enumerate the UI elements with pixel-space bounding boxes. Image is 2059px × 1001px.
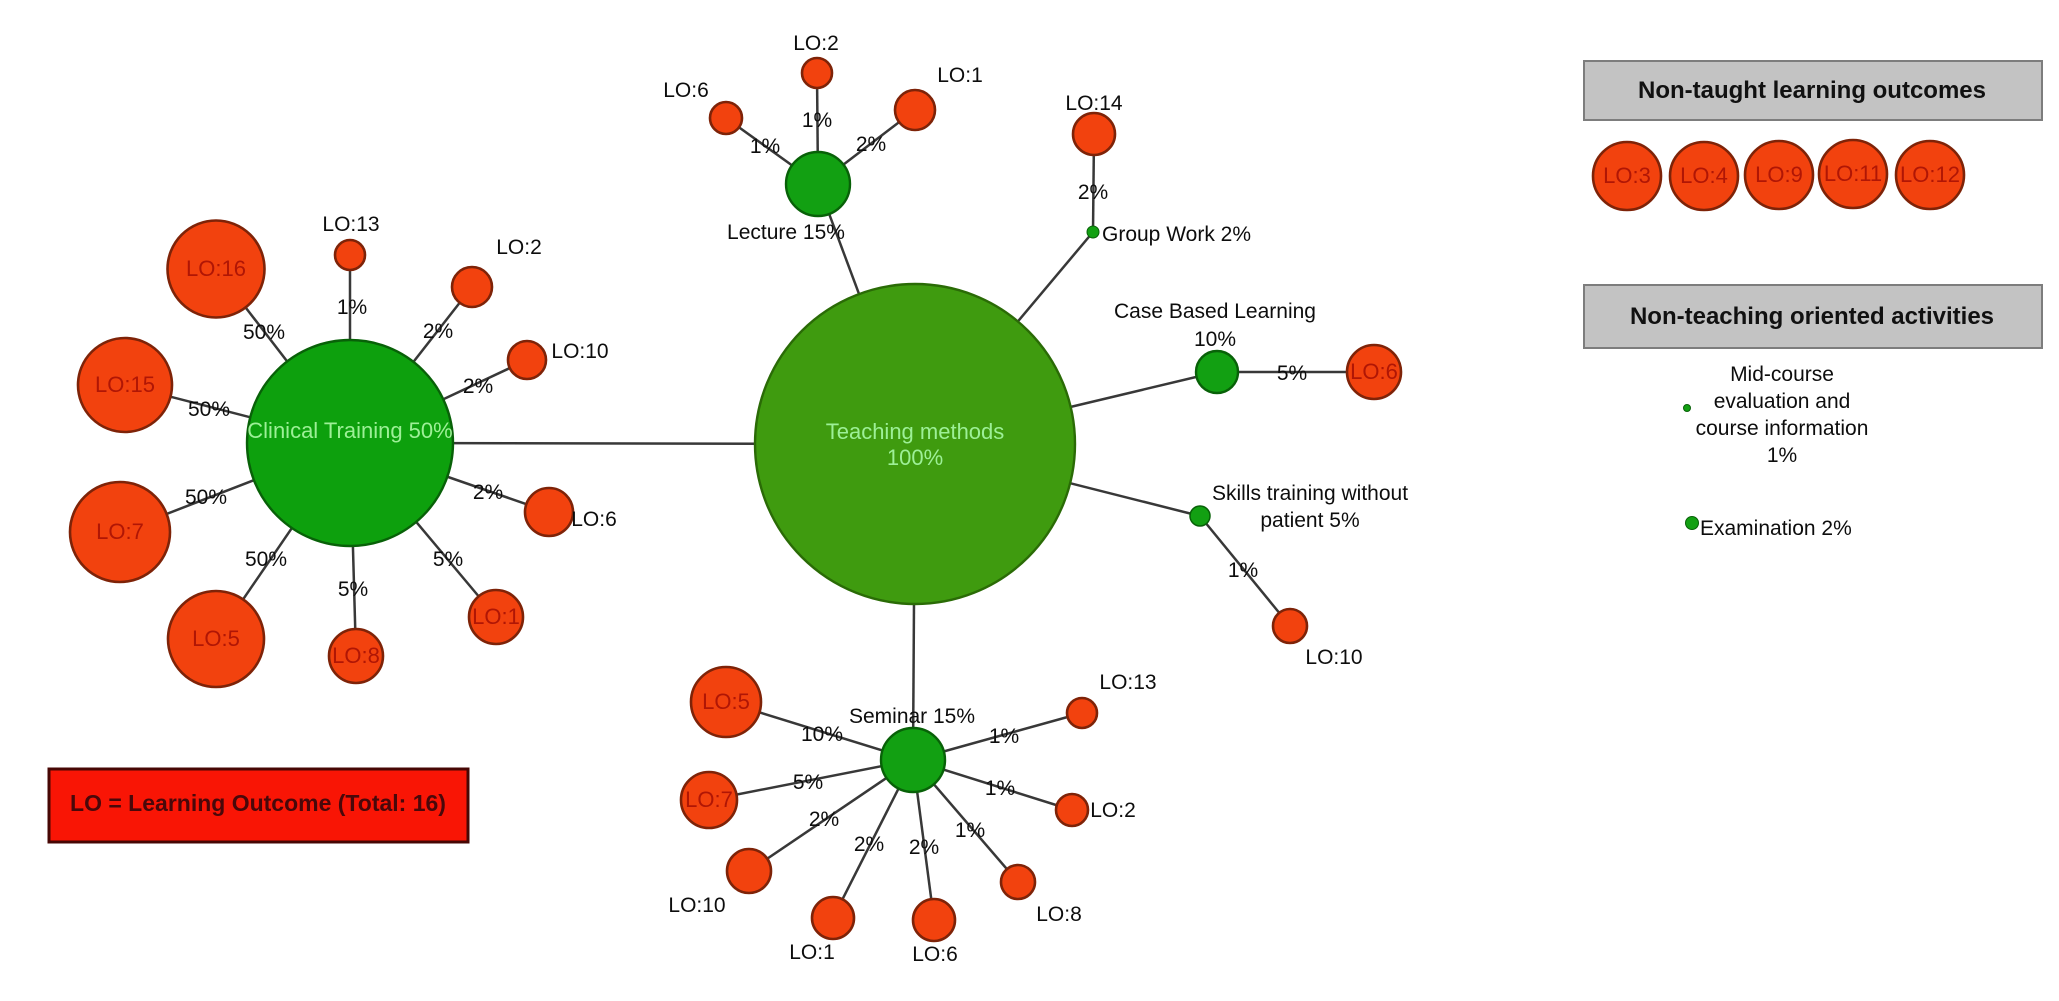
svg-text:Non-teaching oriented activiti: Non-teaching oriented activities — [1630, 303, 1994, 330]
svg-text:LO:7: LO:7 — [96, 519, 144, 544]
svg-text:Seminar 15%: Seminar 15% — [849, 705, 975, 728]
svg-text:1%: 1% — [985, 777, 1015, 800]
svg-text:1%: 1% — [1767, 444, 1797, 467]
svg-text:1%: 1% — [337, 296, 367, 319]
svg-text:Non-taught learning outcomes: Non-taught learning outcomes — [1638, 77, 1986, 104]
svg-text:LO:9: LO:9 — [1755, 162, 1803, 187]
svg-text:LO:1: LO:1 — [937, 64, 983, 87]
svg-text:10%: 10% — [1194, 328, 1236, 351]
svg-text:LO:1: LO:1 — [472, 604, 520, 629]
svg-text:LO:2: LO:2 — [793, 32, 839, 55]
svg-text:LO:11: LO:11 — [1824, 161, 1882, 186]
svg-text:LO:2: LO:2 — [496, 236, 542, 259]
svg-text:LO:5: LO:5 — [192, 626, 240, 651]
svg-text:LO:13: LO:13 — [322, 213, 379, 236]
svg-text:LO:1: LO:1 — [789, 941, 835, 964]
svg-text:50%: 50% — [245, 548, 287, 571]
svg-text:Group Work 2%: Group Work 2% — [1102, 223, 1251, 246]
svg-text:evaluation and: evaluation and — [1714, 390, 1851, 413]
svg-text:2%: 2% — [473, 481, 503, 504]
svg-text:Teaching methods: Teaching methods — [826, 419, 1005, 444]
svg-text:LO:7: LO:7 — [685, 787, 733, 812]
svg-text:Case Based Learning: Case Based Learning — [1114, 300, 1316, 323]
svg-text:50%: 50% — [188, 398, 230, 421]
svg-text:LO:10: LO:10 — [1305, 646, 1362, 669]
svg-text:5%: 5% — [793, 771, 823, 794]
svg-text:2%: 2% — [854, 833, 884, 856]
svg-text:2%: 2% — [856, 133, 886, 156]
svg-text:LO:16: LO:16 — [186, 256, 246, 281]
svg-text:LO:6: LO:6 — [663, 79, 709, 102]
svg-text:Clinical Training 50%: Clinical Training 50% — [247, 418, 452, 443]
svg-text:Examination 2%: Examination 2% — [1700, 517, 1852, 540]
svg-text:LO:2: LO:2 — [1090, 799, 1136, 822]
svg-text:2%: 2% — [463, 375, 493, 398]
svg-text:5%: 5% — [1277, 362, 1307, 385]
svg-text:LO:6: LO:6 — [571, 508, 617, 531]
svg-text:50%: 50% — [185, 486, 227, 509]
svg-text:10%: 10% — [801, 723, 843, 746]
svg-text:LO:13: LO:13 — [1099, 671, 1156, 694]
svg-text:LO:8: LO:8 — [1036, 903, 1082, 926]
svg-text:Skills training without: Skills training without — [1212, 482, 1408, 505]
svg-text:LO:4: LO:4 — [1680, 163, 1728, 188]
svg-text:2%: 2% — [909, 836, 939, 859]
svg-text:5%: 5% — [433, 548, 463, 571]
svg-text:LO:10: LO:10 — [668, 894, 725, 917]
svg-text:2%: 2% — [809, 808, 839, 831]
svg-text:LO:8: LO:8 — [332, 643, 380, 668]
svg-text:100%: 100% — [887, 445, 943, 470]
svg-text:1%: 1% — [1228, 559, 1258, 582]
svg-text:LO:5: LO:5 — [702, 689, 750, 714]
svg-text:5%: 5% — [338, 578, 368, 601]
svg-text:LO = Learning Outcome (Total:: LO = Learning Outcome (Total: 16) — [70, 790, 446, 816]
svg-text:LO:10: LO:10 — [551, 340, 608, 363]
svg-text:2%: 2% — [423, 320, 453, 343]
svg-text:LO:6: LO:6 — [1350, 359, 1398, 384]
svg-text:Mid-course: Mid-course — [1730, 363, 1834, 386]
svg-text:course information: course information — [1696, 417, 1869, 440]
svg-text:LO:6: LO:6 — [912, 943, 958, 966]
svg-text:LO:14: LO:14 — [1065, 92, 1123, 115]
svg-text:Lecture 15%: Lecture 15% — [727, 221, 845, 244]
svg-text:patient 5%: patient 5% — [1260, 509, 1359, 532]
svg-text:1%: 1% — [802, 109, 832, 132]
svg-text:LO:12: LO:12 — [1900, 162, 1960, 187]
svg-text:50%: 50% — [243, 321, 285, 344]
svg-text:LO:3: LO:3 — [1603, 163, 1651, 188]
svg-text:1%: 1% — [955, 819, 985, 842]
svg-text:1%: 1% — [989, 725, 1019, 748]
svg-text:2%: 2% — [1078, 181, 1108, 204]
svg-text:LO:15: LO:15 — [95, 372, 155, 397]
svg-text:1%: 1% — [750, 135, 780, 158]
